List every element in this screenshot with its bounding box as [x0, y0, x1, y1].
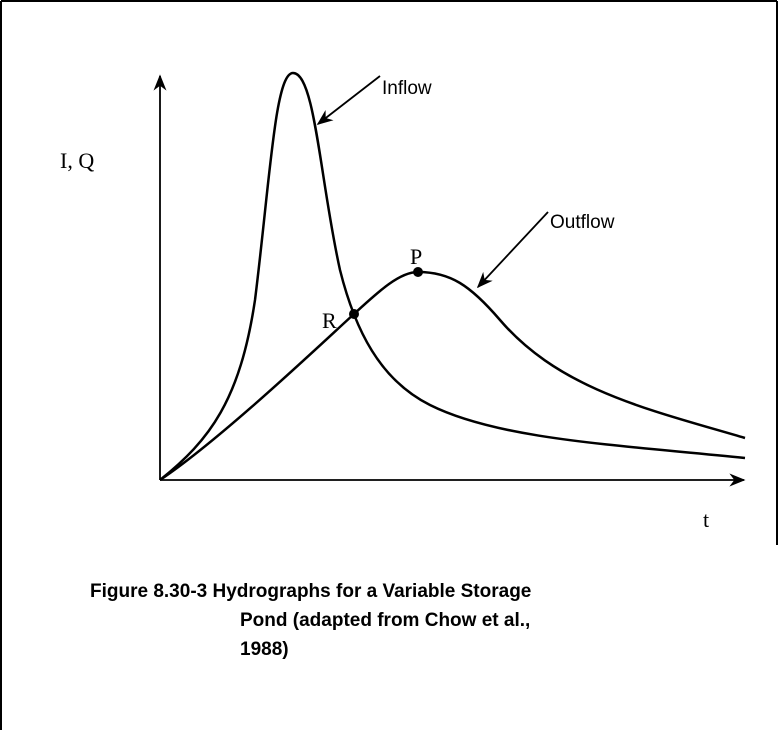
x-axis-label: t [703, 507, 709, 532]
outflow-label: Outflow [550, 212, 615, 233]
caption-line: Figure 8.30-3 Hydrographs for a Variable… [90, 581, 531, 602]
point-p [413, 267, 423, 277]
point-p-label: P [410, 244, 422, 269]
caption-line: Pond (adapted from Chow et al., [240, 610, 530, 631]
inflow-curve [159, 71, 746, 481]
point-r [349, 309, 359, 319]
inflow-pointer [316, 75, 381, 125]
inflow-label: Inflow [382, 78, 432, 99]
outflow-pointer [476, 211, 549, 289]
point-r-label: R [322, 308, 337, 333]
y-axis-label: I, Q [60, 148, 94, 173]
caption-line: 1988) [240, 639, 289, 660]
